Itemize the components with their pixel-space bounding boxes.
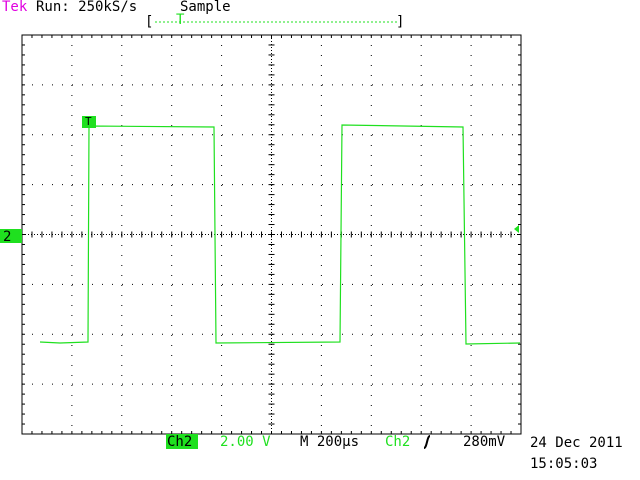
channel-marker: 2 [3, 229, 11, 245]
trigger-slope [423, 435, 431, 449]
record-trigger: T [176, 12, 185, 28]
status: Run: 250kS/s [36, 0, 137, 15]
trigger-level: 280mV [463, 434, 506, 450]
record-bracket: ] [396, 14, 404, 30]
volts-per-div: 2.00 V [220, 434, 271, 450]
graticule [21, 34, 522, 435]
trigger-level-arrow [514, 225, 519, 233]
time-base: M 200µs [300, 434, 359, 450]
date: 24 Dec 2011 [530, 435, 623, 451]
channel-marker-bg [0, 229, 22, 243]
acquire-mode: Sample [180, 0, 231, 15]
trigger-marker: T [85, 115, 92, 128]
trace [39, 124, 521, 345]
trigger-source: Ch2 [385, 434, 410, 450]
time: 15:05:03 [530, 456, 597, 472]
trigger-marker-bg [82, 116, 96, 128]
channel: Ch2 [167, 434, 192, 450]
record-bracket: [ [145, 14, 153, 30]
brand: Tek [2, 0, 28, 15]
channel-badge [166, 434, 198, 449]
